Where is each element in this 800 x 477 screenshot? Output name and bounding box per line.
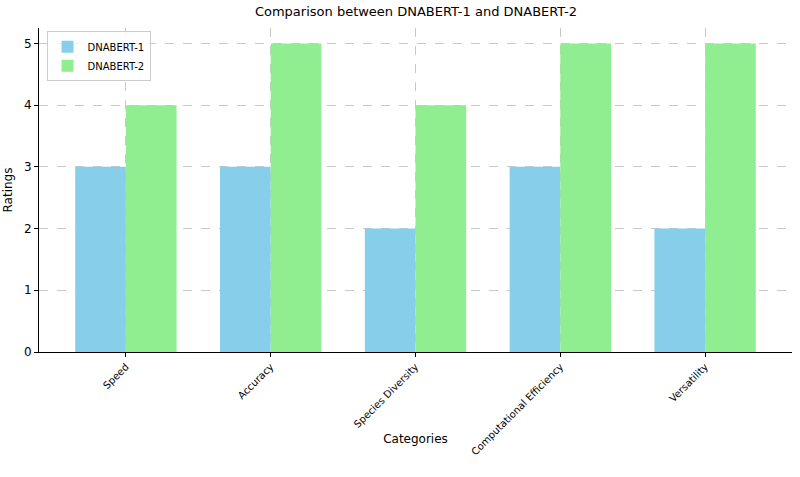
svg-text:2: 2 bbox=[24, 222, 32, 236]
svg-text:Computational Efficiency: Computational Efficiency bbox=[469, 361, 565, 457]
svg-text:Comparison between DNABERT-1 a: Comparison between DNABERT-1 and DNABERT… bbox=[255, 4, 577, 19]
svg-text:Ratings: Ratings bbox=[1, 168, 15, 213]
svg-text:5: 5 bbox=[24, 37, 32, 51]
svg-text:Species Diversity: Species Diversity bbox=[352, 361, 421, 430]
svg-text:DNABERT-2: DNABERT-2 bbox=[88, 61, 145, 72]
svg-text:4: 4 bbox=[24, 98, 32, 112]
svg-text:Categories: Categories bbox=[383, 432, 448, 446]
svg-text:DNABERT-1: DNABERT-1 bbox=[88, 42, 145, 53]
svg-text:Speed: Speed bbox=[101, 361, 131, 391]
svg-text:Accuracy: Accuracy bbox=[236, 361, 276, 401]
svg-text:0: 0 bbox=[24, 345, 32, 359]
svg-text:1: 1 bbox=[24, 283, 32, 297]
svg-text:Versatility: Versatility bbox=[667, 361, 710, 404]
svg-text:3: 3 bbox=[24, 160, 32, 174]
